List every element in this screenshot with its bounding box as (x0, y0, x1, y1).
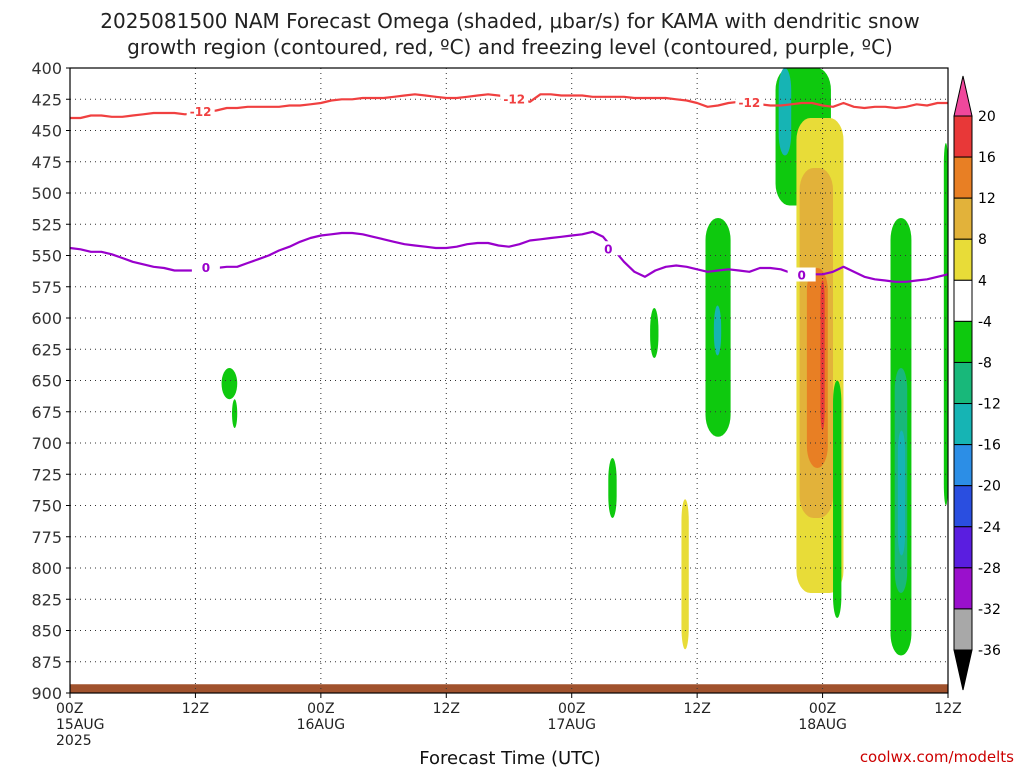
x-tick-label-1-0: 12Z (182, 701, 209, 717)
contour-label-bg-5 (787, 267, 816, 282)
colorbar-label-9: -20 (978, 479, 1001, 495)
colorbar-label-4: 4 (978, 273, 987, 289)
x-tick-label-7-0: 12Z (934, 701, 961, 717)
colorbar-box-12 (953, 567, 973, 610)
colorbar-box-4 (953, 238, 973, 281)
y-tick-label-19: 875 (31, 653, 62, 672)
x-tick-label-6-0: 00Z (809, 701, 836, 717)
omega-region-13 (833, 380, 842, 618)
contour-label-bg-0 (186, 103, 215, 118)
x-axis-title: Forecast Time (UTC) (419, 748, 600, 768)
x-tick-label-4-1: 17AUG (547, 717, 596, 733)
terrain-band (70, 684, 948, 693)
y-tick-label-10: 650 (31, 372, 62, 391)
colorbar-label-5: -4 (978, 314, 992, 330)
y-tick-label-9: 625 (31, 340, 62, 359)
colorbar-label-11: -28 (978, 561, 1001, 577)
x-tick-label-6-1: 18AUG (798, 717, 847, 733)
y-tick-label-8: 600 (31, 309, 62, 328)
title-line-1: 2025081500 NAM Forecast Omega (shaded, μ… (100, 9, 919, 33)
y-tick-label-1: 425 (31, 90, 62, 109)
omega-region-3 (681, 499, 689, 650)
colorbar-label-8: -16 (978, 438, 1001, 454)
contour-lines-layer: -12 -12 -12 0 0 0 (69, 91, 949, 283)
colorbar-label-10: -24 (978, 520, 1001, 536)
colorbar-box-9 (953, 444, 973, 487)
contour-label-bg-1 (500, 91, 529, 106)
x-tick-label-5-0: 12Z (683, 701, 710, 717)
contour-label-1: -12 (503, 92, 525, 106)
y-tick-label-17: 825 (31, 590, 62, 609)
title-line-2: growth region (contoured, red, ºC) and f… (127, 35, 893, 59)
contour-label-bg-3 (191, 260, 220, 274)
omega-region-16 (897, 430, 906, 556)
y-tick-label-15: 775 (31, 528, 62, 547)
colorbar-label-0: 20 (978, 109, 996, 125)
colorbar-label-3: 8 (978, 232, 987, 248)
omega-region-4 (650, 308, 659, 358)
colorbar-bottom-arrow (953, 649, 973, 691)
contour-label-5: 0 (797, 269, 805, 283)
contour-label-0: -12 (190, 105, 212, 119)
colorbar-box-8 (953, 403, 973, 446)
y-tick-label-16: 800 (31, 559, 62, 578)
contour-label-bg-4 (594, 241, 623, 256)
y-tick-label-6: 550 (31, 247, 62, 266)
omega-region-2 (608, 458, 617, 518)
omega-region-12 (820, 280, 825, 431)
colorbar-box-3 (953, 197, 973, 240)
terrain-layer (70, 684, 948, 693)
x-tick-label-0-2: 2025 (56, 733, 92, 749)
colorbar-label-13: -36 (978, 643, 1001, 659)
colorbar-box-11 (953, 526, 973, 569)
contour-label-bg-2 (735, 95, 764, 109)
colorbar-box-10 (953, 485, 973, 528)
contour-label-3: 0 (202, 261, 210, 275)
colorbar-box-5 (953, 279, 973, 322)
credit-text: coolwx.com/modelts (860, 748, 1014, 766)
y-axis-ticks: 400 425 450 475 500 525 550 575 600 625 650 675 700 7… (31, 59, 70, 703)
x-tick-label-2-0: 00Z (307, 701, 334, 717)
y-tick-label-13: 725 (31, 465, 62, 484)
omega-region-0 (221, 368, 238, 400)
colorbar-label-6: -8 (978, 355, 992, 371)
omega-shading-layer (221, 68, 948, 656)
y-tick-label-5: 525 (31, 215, 62, 234)
y-tick-label-7: 575 (31, 278, 62, 297)
colorbar-label-12: -32 (978, 602, 1001, 618)
x-tick-label-0-0: 00Z (56, 701, 83, 717)
contour-label-4: 0 (604, 242, 612, 256)
colorbar-label-1: 16 (978, 150, 996, 166)
x-tick-label-0-1: 15AUG (56, 717, 105, 733)
colorbar-box-13 (953, 608, 973, 651)
contour-label-2: -12 (739, 96, 761, 110)
omega-region-1 (232, 399, 238, 428)
omega-region-6 (713, 305, 722, 356)
chart-title: 2025081500 NAM Forecast Omega (shaded, μ… (100, 9, 919, 59)
x-tick-label-3-0: 12Z (433, 701, 460, 717)
omega-region-8 (778, 68, 792, 156)
x-tick-label-4-0: 00Z (558, 701, 585, 717)
y-tick-label-20: 900 (31, 684, 62, 703)
x-tick-label-2-1: 16AUG (297, 717, 346, 733)
y-tick-label-12: 700 (31, 434, 62, 453)
colorbar-box-1 (953, 115, 973, 158)
y-tick-label-2: 450 (31, 122, 62, 141)
colorbar-top-arrow (953, 75, 973, 117)
colorbar-label-2: 12 (978, 191, 996, 207)
colorbar-box-6 (953, 320, 973, 363)
y-tick-label-4: 500 (31, 184, 62, 203)
omega-region-17 (943, 143, 948, 506)
y-tick-label-14: 750 (31, 497, 62, 516)
y-tick-label-0: 400 (31, 59, 62, 78)
y-tick-label-11: 675 (31, 403, 62, 422)
colorbar-box-7 (953, 361, 973, 405)
y-tick-label-18: 850 (31, 622, 62, 641)
colorbar-box-2 (953, 156, 973, 199)
colorbar: 20 16 12 8 4 -4 -8 -12 -16 -20 -24 -28 -32 -36 (953, 75, 1001, 691)
colorbar-label-7: -12 (978, 397, 1001, 413)
y-tick-label-3: 475 (31, 153, 62, 172)
